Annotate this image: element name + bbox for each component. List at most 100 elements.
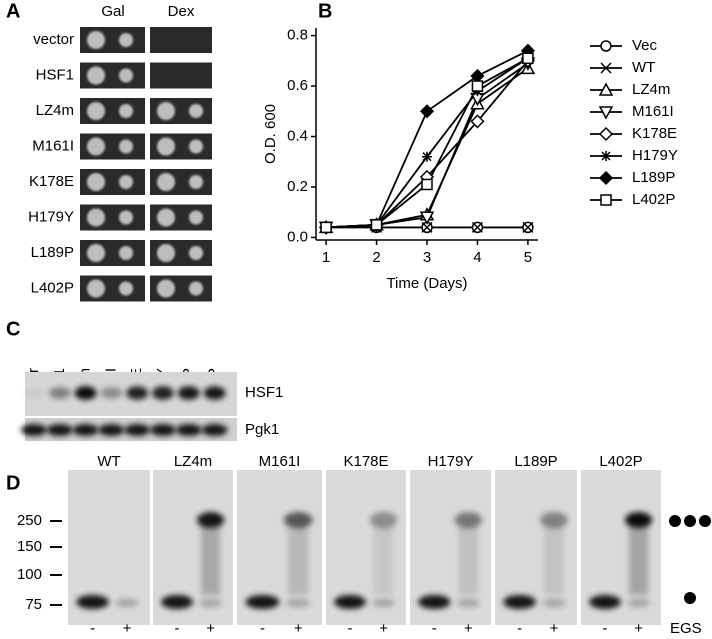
point <box>471 221 483 233</box>
band <box>152 386 174 400</box>
colony-spot <box>87 31 105 49</box>
band <box>542 599 566 607</box>
y-tick-label: 0.0 <box>287 228 308 245</box>
column-label: Dex <box>168 3 195 20</box>
band <box>115 599 139 607</box>
band <box>23 387 45 399</box>
group-label: K178E <box>343 453 388 470</box>
treatment-label: + <box>550 620 559 637</box>
band <box>175 424 202 436</box>
marker-label: 75 <box>25 596 42 613</box>
row-label: L402P <box>31 279 74 296</box>
x-tick-label: 4 <box>473 249 481 266</box>
treatment-axis-label: EGS <box>670 620 702 637</box>
x-tick-label: 5 <box>524 249 532 266</box>
group-label: M161I <box>259 453 301 470</box>
legend-marker <box>598 170 614 186</box>
marker-label: 150 <box>17 538 42 555</box>
band <box>48 387 71 399</box>
y-axis-label: O.D. 600 <box>262 104 279 164</box>
legend-label: Vec <box>632 37 658 54</box>
band <box>199 599 222 607</box>
band <box>283 512 313 528</box>
legend-label: L402P <box>632 191 675 208</box>
point <box>470 114 485 129</box>
series-line <box>326 60 529 229</box>
colony-spot <box>157 137 175 156</box>
treatment-label: + <box>634 620 643 637</box>
band <box>161 595 193 609</box>
group-label: LZ4m <box>174 453 212 470</box>
legend-marker <box>601 151 611 161</box>
colony-spot <box>157 102 175 120</box>
y-tick-label: 0.2 <box>287 178 308 195</box>
treatment-label: - <box>90 620 95 637</box>
colony-spot <box>119 281 133 296</box>
smear <box>374 525 394 595</box>
treatment-label: - <box>603 620 608 637</box>
treatment-label: - <box>260 620 265 637</box>
band <box>540 512 568 528</box>
legend-label: LZ4m <box>632 81 670 98</box>
colony-spot <box>87 66 105 85</box>
legend-marker <box>598 126 614 142</box>
series-line <box>326 62 529 229</box>
point <box>470 68 485 84</box>
colony-spot <box>189 104 203 118</box>
series-line <box>326 67 529 229</box>
band <box>124 424 151 436</box>
treatment-label: + <box>294 620 303 637</box>
band <box>197 512 225 528</box>
colony-spot <box>157 208 175 227</box>
colony-spot <box>189 139 203 154</box>
legend-label: H179Y <box>632 147 678 164</box>
row-label: vector <box>33 31 74 48</box>
colony-spot <box>87 244 105 262</box>
row-label: L189P <box>31 244 74 261</box>
point <box>421 178 433 191</box>
smear <box>288 525 309 595</box>
treatment-label: + <box>464 620 473 637</box>
plate-strip <box>150 62 212 89</box>
point <box>522 221 534 233</box>
colony-spot <box>87 102 105 120</box>
legend-label: L189P <box>632 169 675 186</box>
legend-marker <box>598 82 614 96</box>
treatment-label: + <box>379 620 388 637</box>
colony-spot <box>87 137 105 156</box>
column-label: Gal <box>101 3 124 20</box>
band <box>201 424 228 436</box>
colony-spot <box>189 246 203 260</box>
colony-spot <box>119 175 133 189</box>
x-tick-label: 3 <box>423 249 431 266</box>
row-label: M161I <box>32 137 74 154</box>
band-label: Pgk1 <box>245 421 279 438</box>
band <box>72 424 99 436</box>
row-label: H179Y <box>28 208 74 225</box>
colony-spot <box>119 246 133 260</box>
point <box>320 221 332 234</box>
band <box>627 599 650 607</box>
colony-spot <box>157 173 175 191</box>
treatment-label: - <box>432 620 437 637</box>
y-tick-label: 0.6 <box>287 77 308 94</box>
band <box>372 599 395 607</box>
row-label: LZ4m <box>36 102 74 119</box>
band <box>625 512 653 528</box>
group-label: H179Y <box>428 453 474 470</box>
oligomer-dot <box>669 515 681 527</box>
monomer-dot <box>684 592 696 604</box>
point <box>419 104 435 119</box>
treatment-label: - <box>175 620 180 637</box>
band <box>370 512 398 528</box>
smear <box>544 525 564 595</box>
group-label: L189P <box>514 453 557 470</box>
group-label: WT <box>97 453 120 470</box>
group-label: L402P <box>599 453 642 470</box>
colony-spot <box>119 139 133 154</box>
band <box>454 512 483 528</box>
smear <box>629 525 649 595</box>
point <box>419 211 435 225</box>
treatment-label: + <box>206 620 215 637</box>
